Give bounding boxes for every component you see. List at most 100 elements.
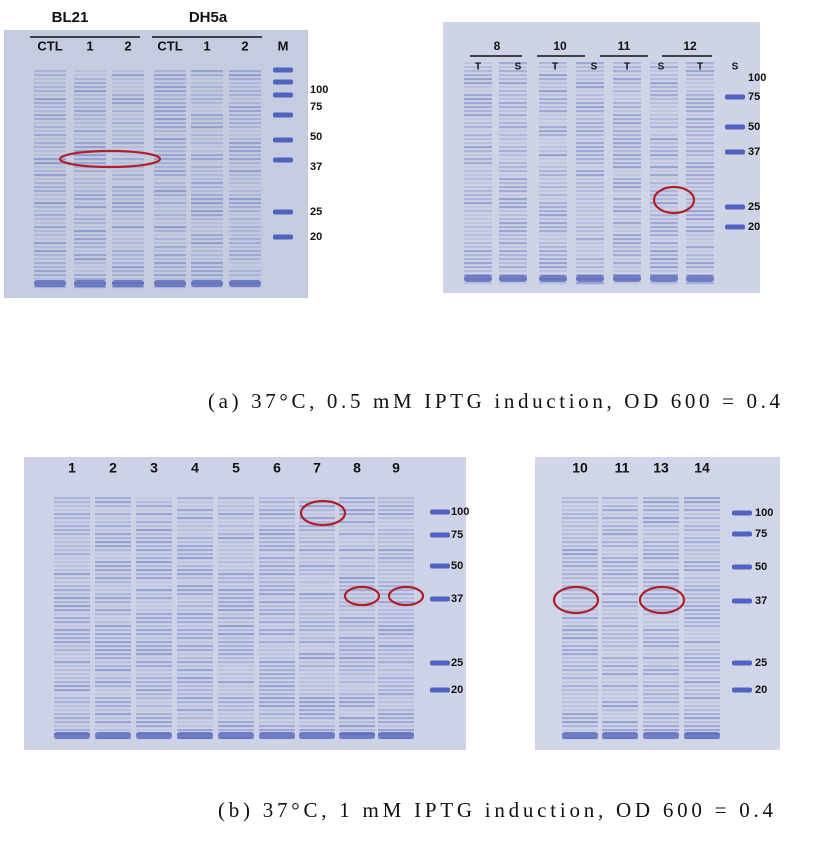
band [613,62,641,65]
band [643,545,679,548]
marker-band [430,596,450,602]
band [259,713,295,716]
band [602,505,638,508]
band [499,214,527,217]
band [602,517,638,520]
band [576,226,604,229]
band [686,66,714,69]
band [499,82,527,85]
band [576,186,604,189]
lane-label: T [552,62,558,73]
band [464,194,492,197]
band [613,186,641,189]
band [177,709,213,712]
band [229,170,261,173]
band [464,154,492,157]
highlight-circle [387,585,425,607]
band [229,254,261,257]
band [177,661,213,664]
band [54,561,90,564]
band [499,182,527,185]
band [576,198,604,201]
band [686,194,714,197]
band [643,609,679,612]
band [602,577,638,580]
band [177,677,213,680]
band [576,234,604,237]
band [136,649,172,652]
band [299,625,335,628]
band [378,585,414,588]
band [299,505,335,508]
band [74,238,106,241]
band [259,585,295,588]
band [613,218,641,221]
band [684,681,720,684]
band [499,114,527,117]
band [74,242,106,245]
dye-front [650,275,678,282]
band [602,721,638,724]
band [177,613,213,616]
band [643,617,679,620]
marker-label: 25 [310,206,322,218]
band [686,158,714,161]
band [229,98,261,101]
band [499,162,527,165]
band [136,545,172,548]
marker-band [430,532,450,538]
band [154,202,186,205]
marker-band [273,234,293,240]
band [643,629,679,632]
band [602,653,638,656]
band [643,597,679,600]
band [499,106,527,109]
band [177,669,213,672]
band [539,222,567,225]
band [177,497,213,500]
band [95,505,131,508]
band [259,649,295,652]
band [562,505,598,508]
band [613,250,641,253]
band [74,138,106,141]
band [539,162,567,165]
band [54,505,90,508]
band [643,649,679,652]
band [643,525,679,528]
band [539,126,567,129]
band [154,182,186,185]
caption: (a) 37°C, 0.5 mM IPTG induction, OD 600 … [208,389,781,413]
band [229,94,261,97]
band [299,585,335,588]
marker-band [732,660,752,666]
band [539,214,567,217]
band [650,206,678,209]
band [464,150,492,153]
band [684,625,720,628]
band [229,86,261,89]
band [299,549,335,552]
band [684,513,720,516]
band [177,545,213,548]
band [650,70,678,73]
band [684,605,720,608]
band [464,126,492,129]
band [154,278,186,281]
band [613,158,641,161]
marker-band [273,92,293,98]
band [378,705,414,708]
band [378,557,414,560]
band [613,154,641,157]
band [378,701,414,704]
band [177,517,213,520]
band [177,689,213,692]
band [499,102,527,105]
band [112,202,144,205]
band [259,677,295,680]
band [34,286,66,289]
band [686,182,714,185]
band [602,501,638,504]
band [136,717,172,720]
band [259,505,295,508]
